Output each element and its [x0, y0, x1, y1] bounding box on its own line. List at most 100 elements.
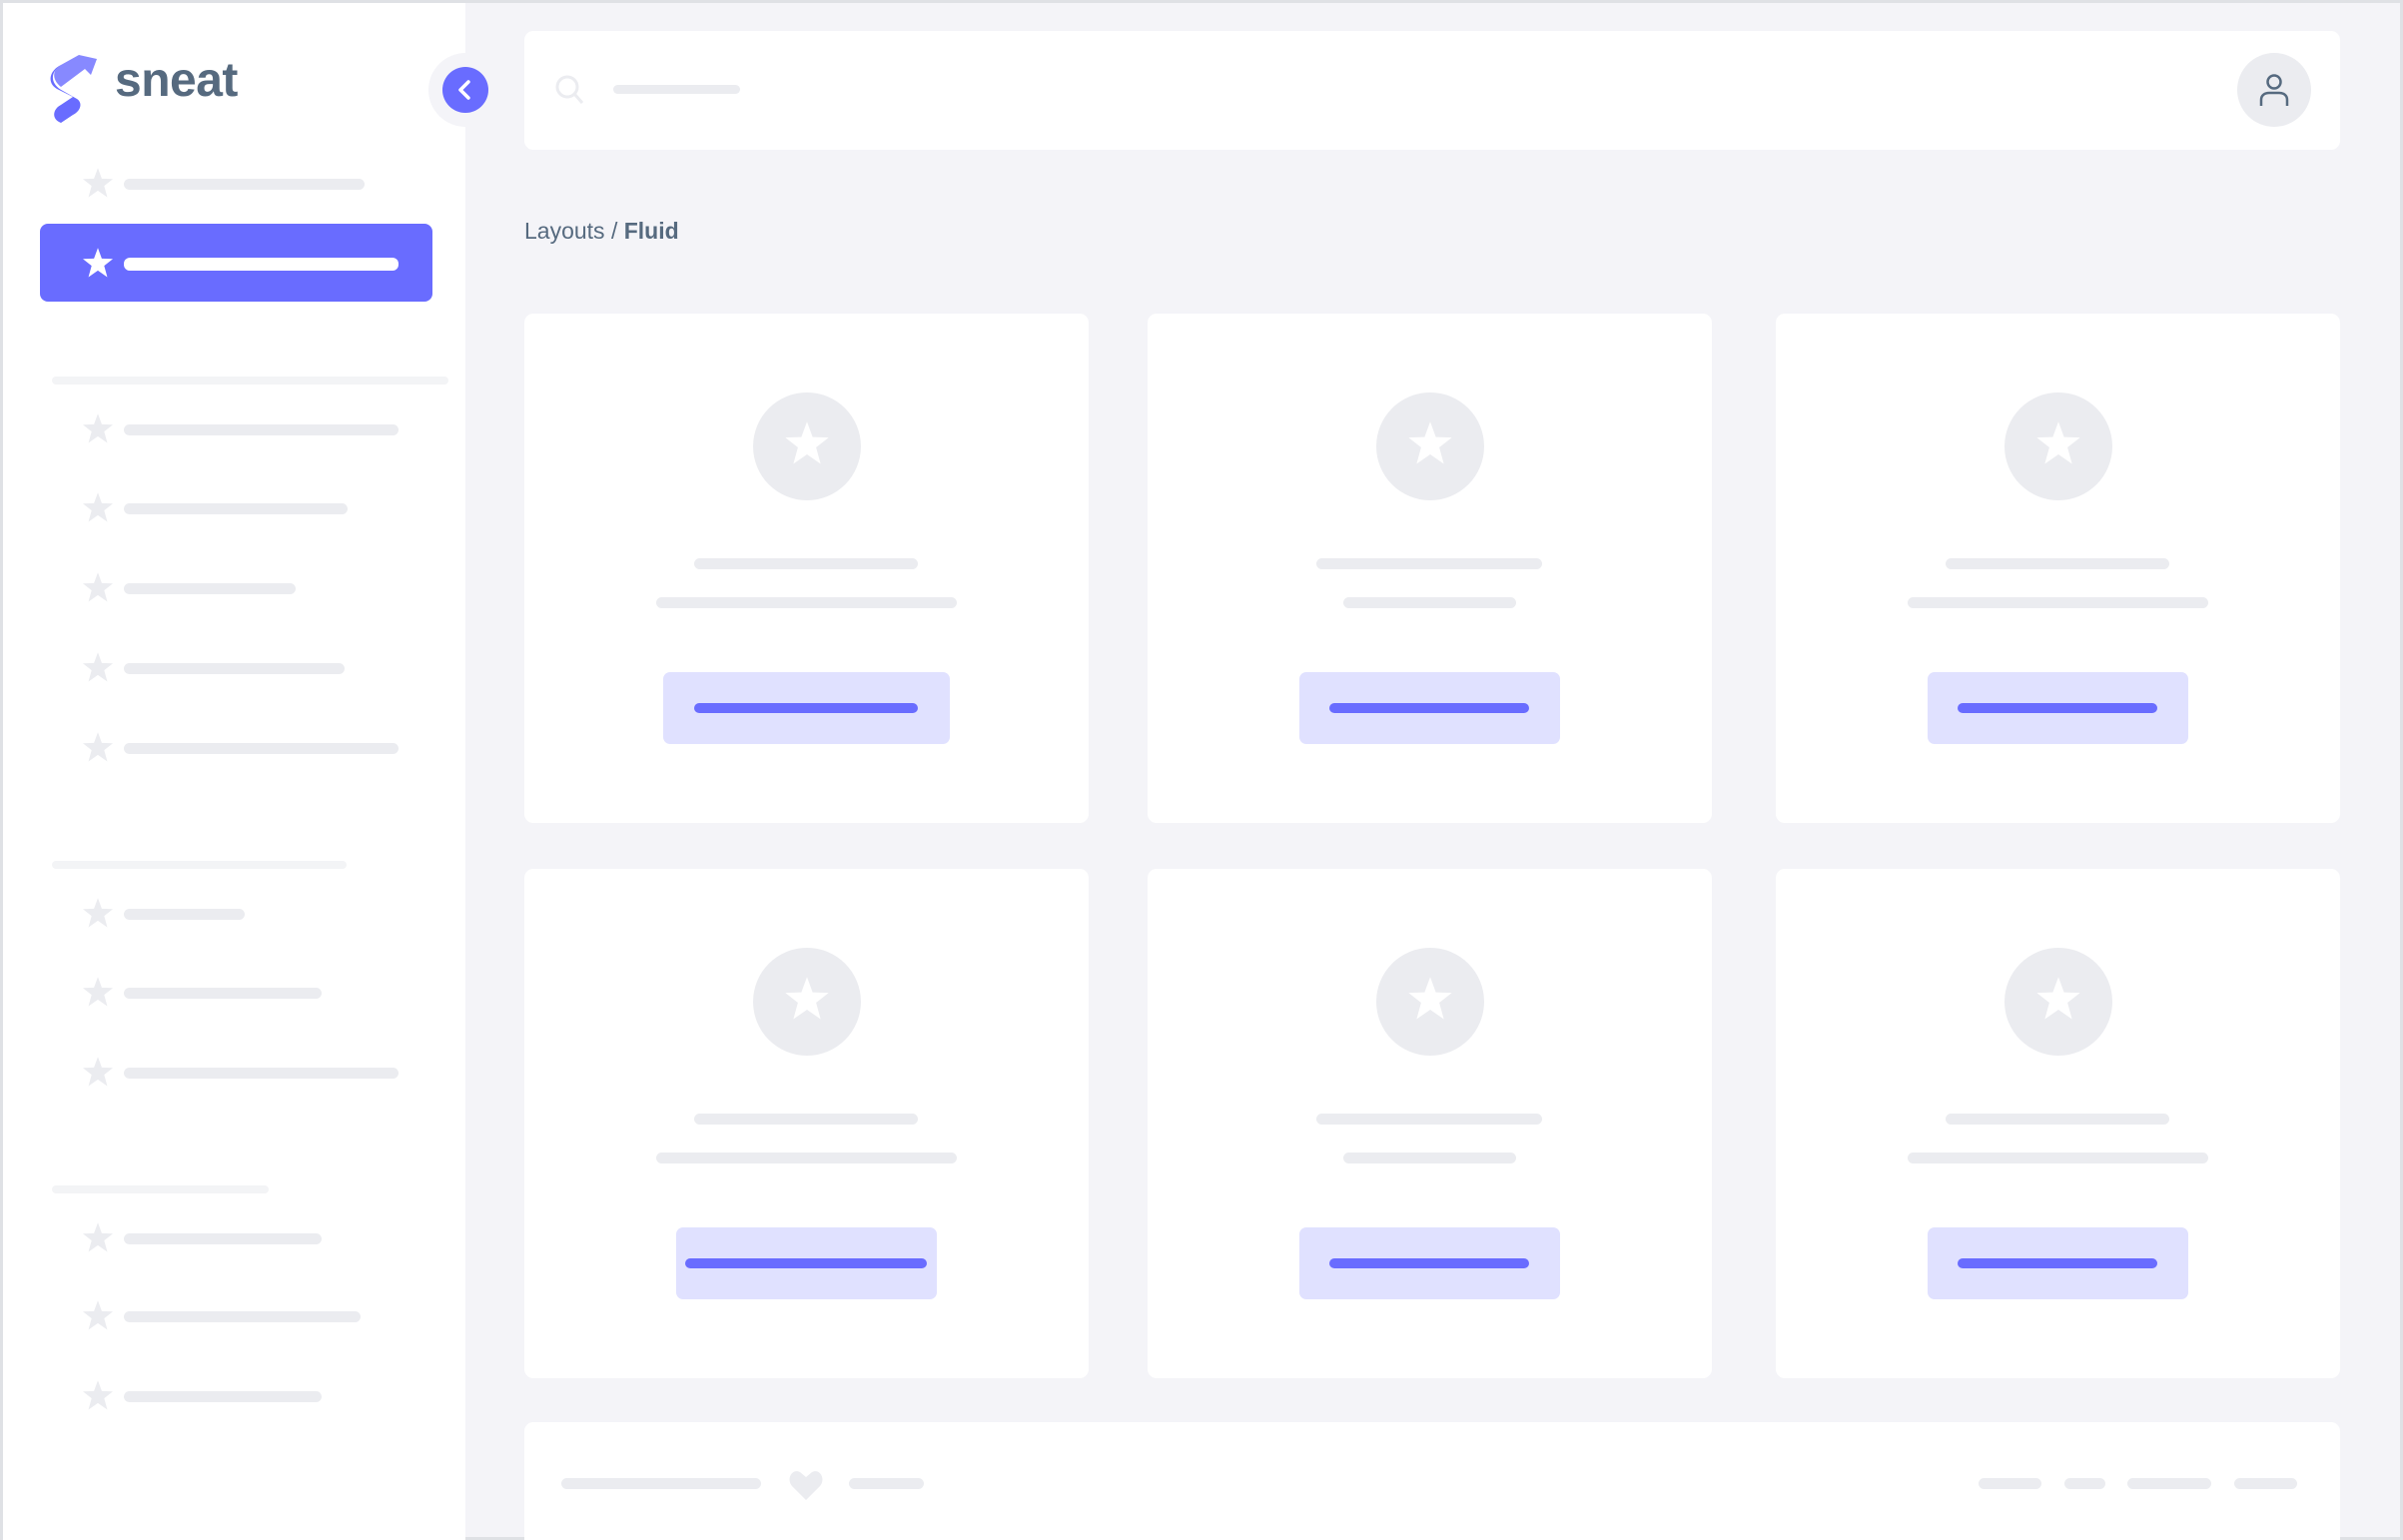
sidebar-item-label	[124, 1391, 322, 1402]
sidebar-item-label	[124, 663, 345, 674]
card-text	[655, 1153, 957, 1163]
sidebar-item[interactable]	[40, 1043, 432, 1103]
sidebar-item[interactable]	[40, 718, 432, 778]
card-title	[1946, 558, 2169, 569]
card-text	[1907, 597, 2208, 608]
sidebar-item-label	[124, 179, 365, 190]
sidebar-item[interactable]	[40, 399, 432, 459]
sidebar-item[interactable]	[40, 1366, 432, 1426]
card-icon-circle	[2003, 948, 2112, 1056]
card	[1776, 869, 2340, 1378]
top-navbar	[524, 31, 2340, 150]
star-icon	[80, 570, 116, 606]
card	[1148, 869, 1712, 1378]
card-button[interactable]	[1927, 1227, 2188, 1299]
card-title	[694, 558, 918, 569]
sidebar-item[interactable]	[40, 1208, 432, 1268]
brand-name[interactable]: sneat	[115, 54, 238, 107]
star-icon	[80, 1220, 116, 1256]
sidebar-item[interactable]	[40, 234, 432, 294]
card-button-label	[694, 703, 918, 713]
card-text	[1907, 1153, 2208, 1163]
star-icon	[80, 1378, 116, 1414]
card	[524, 314, 1089, 823]
sidebar-item[interactable]	[40, 638, 432, 698]
sidebar-item-label	[124, 258, 399, 271]
card-button-label	[1329, 1258, 1529, 1268]
card	[1776, 314, 2340, 823]
footer-link[interactable]	[2064, 1478, 2105, 1489]
sidebar-item[interactable]	[40, 558, 432, 618]
sidebar: sneat	[3, 3, 465, 1540]
card-button[interactable]	[675, 1227, 937, 1299]
sidebar-item[interactable]	[40, 478, 432, 538]
footer-link[interactable]	[2234, 1478, 2297, 1489]
sidebar-item-label	[124, 503, 348, 514]
sidebar-item[interactable]	[40, 963, 432, 1023]
breadcrumb-current: Fluid	[623, 218, 679, 244]
heart-icon	[789, 1471, 823, 1500]
card-button-label	[1958, 1258, 2157, 1268]
sidebar-item-label	[124, 909, 245, 920]
star-icon	[80, 730, 116, 766]
breadcrumb-parent[interactable]: Layouts	[524, 218, 605, 244]
star-icon	[1404, 418, 1456, 475]
footer-link[interactable]	[849, 1478, 924, 1489]
search-input[interactable]	[613, 85, 740, 94]
star-icon	[80, 246, 116, 282]
footer-link[interactable]	[2127, 1478, 2211, 1489]
star-icon	[80, 650, 116, 686]
star-icon	[80, 490, 116, 526]
star-icon	[781, 974, 833, 1031]
card-button[interactable]	[662, 672, 950, 744]
sidebar-item-label	[124, 743, 399, 754]
card-icon-circle	[1375, 948, 1484, 1056]
card-text	[655, 597, 957, 608]
sidebar-item-label	[124, 424, 399, 435]
sidebar-item-label	[124, 988, 322, 999]
sidebar-item-label	[124, 583, 296, 594]
sidebar-section-header	[52, 1185, 269, 1193]
card-title	[694, 1114, 918, 1125]
card-button[interactable]	[1298, 672, 1560, 744]
card-button[interactable]	[1298, 1227, 1560, 1299]
sidebar-item[interactable]	[40, 1286, 432, 1346]
sidebar-item[interactable]	[40, 154, 432, 214]
card-title	[1946, 1114, 2169, 1125]
sidebar-section-header	[52, 861, 347, 869]
star-icon	[80, 896, 116, 932]
star-icon	[2032, 974, 2084, 1031]
card-icon-circle	[2003, 392, 2112, 500]
breadcrumb-separator: /	[610, 218, 618, 244]
star-icon	[2032, 418, 2084, 475]
card-button-label	[1958, 703, 2157, 713]
card-text	[1342, 1153, 1516, 1163]
footer	[524, 1422, 2340, 1540]
card-button[interactable]	[1927, 672, 2188, 744]
footer-text	[561, 1478, 761, 1489]
star-icon	[1404, 974, 1456, 1031]
card-icon-circle	[1375, 392, 1484, 500]
user-icon	[2259, 74, 2289, 106]
card-icon-circle	[752, 392, 861, 500]
sidebar-item[interactable]	[40, 884, 432, 944]
footer-link[interactable]	[1979, 1478, 2041, 1489]
card	[524, 869, 1089, 1378]
search-icon[interactable]	[554, 74, 586, 106]
star-icon	[80, 1298, 116, 1334]
sidebar-toggle-button[interactable]	[442, 67, 488, 113]
card-button-label	[1329, 703, 1529, 713]
star-icon	[80, 166, 116, 202]
card-icon-circle	[752, 948, 861, 1056]
card-text	[1342, 597, 1516, 608]
sidebar-section-header	[52, 377, 448, 385]
sidebar-item-label	[124, 1068, 399, 1079]
star-icon	[781, 418, 833, 475]
sneat-logo-icon	[47, 49, 101, 128]
user-avatar[interactable]	[2237, 53, 2311, 127]
card-title	[1316, 558, 1542, 569]
chevron-left-icon	[458, 80, 470, 100]
sidebar-item-label	[124, 1311, 361, 1322]
breadcrumb: Layouts / Fluid	[524, 218, 679, 245]
star-icon	[80, 975, 116, 1011]
